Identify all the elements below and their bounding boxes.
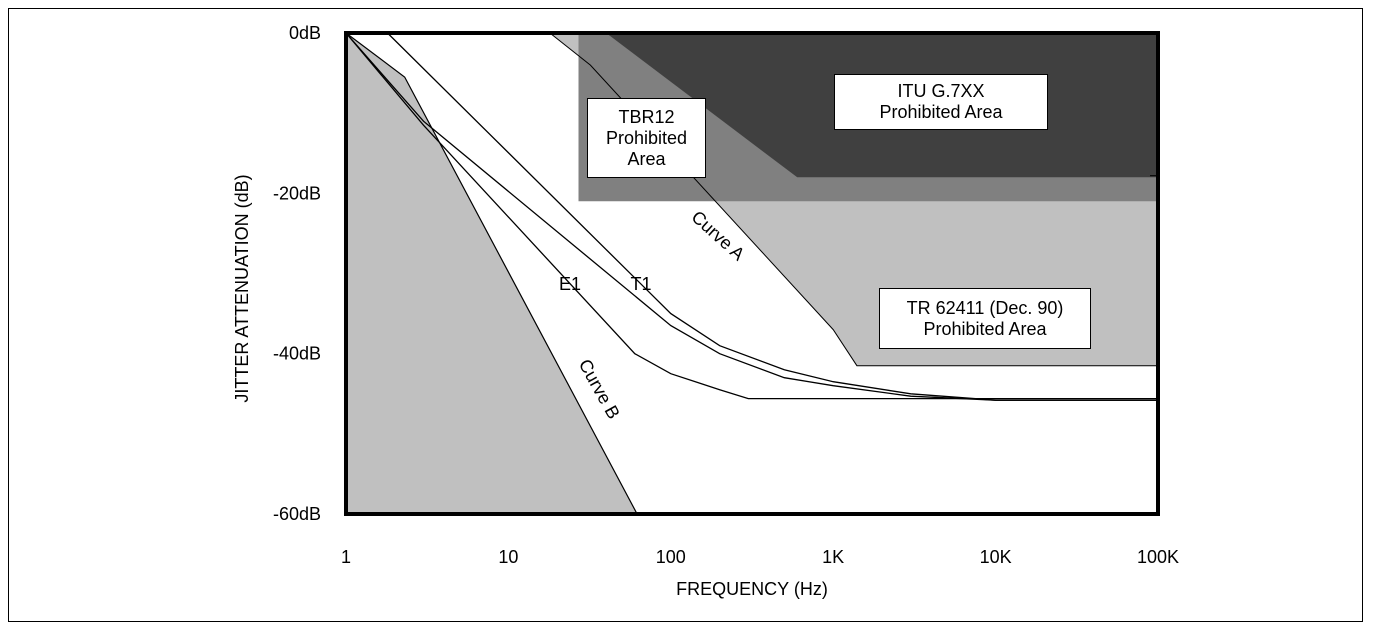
t1-series-label: T1 <box>630 274 651 294</box>
x-tick-label: 10 <box>498 547 518 567</box>
tr62411-boundary-line <box>549 32 1158 367</box>
itu-label-line: ITU G.7XX <box>897 81 985 101</box>
tbr12-label-line: TBR12 <box>618 106 675 127</box>
e1-line <box>345 32 1158 400</box>
y-tick-label: -40dB <box>273 344 321 364</box>
x-axis-label: FREQUENCY (Hz) <box>676 579 828 599</box>
x-tick-label: 1K <box>822 547 844 567</box>
y-tick-label: -60dB <box>273 504 321 524</box>
series-layer <box>345 32 1158 401</box>
itu-label-line: Prohibited Area <box>879 102 1003 122</box>
itu-region-label: ITU G.7XX Prohibited Area <box>834 74 1048 130</box>
chart-frame <box>8 8 1363 622</box>
x-tick-label: 100K <box>1137 547 1179 567</box>
y-tick-label: -20dB <box>273 183 321 203</box>
tr62411-label-line: TR 62411 (Dec. 90) <box>906 297 1064 318</box>
x-tick-label: 10K <box>980 547 1012 567</box>
e1-series-label: E1 <box>559 274 581 294</box>
plot-area-border <box>344 31 1160 516</box>
tr62411-region-label: TR 62411 (Dec. 90) Prohibited Area <box>879 288 1091 349</box>
tbr12-label-line: Prohibited <box>605 127 688 148</box>
tr62411-label-line: Prohibited Area <box>923 318 1047 339</box>
curve-a-line <box>387 32 1158 401</box>
y-axis-label: JITTER ATTENUATION (dB) <box>232 174 252 402</box>
tbr12-label-line: Area <box>627 148 666 169</box>
x-tick-label: 100 <box>656 547 686 567</box>
x-tick-label: 1 <box>341 547 351 567</box>
y-tick-label: 0dB <box>289 23 321 43</box>
x-axis-tick-labels: 1 10 100 1K 10K 100K <box>341 547 1179 567</box>
tbr12-region-label: TBR12 Prohibited Area <box>587 98 706 178</box>
y-axis-tick-labels: 0dB -20dB -40dB -60dB <box>273 23 321 524</box>
